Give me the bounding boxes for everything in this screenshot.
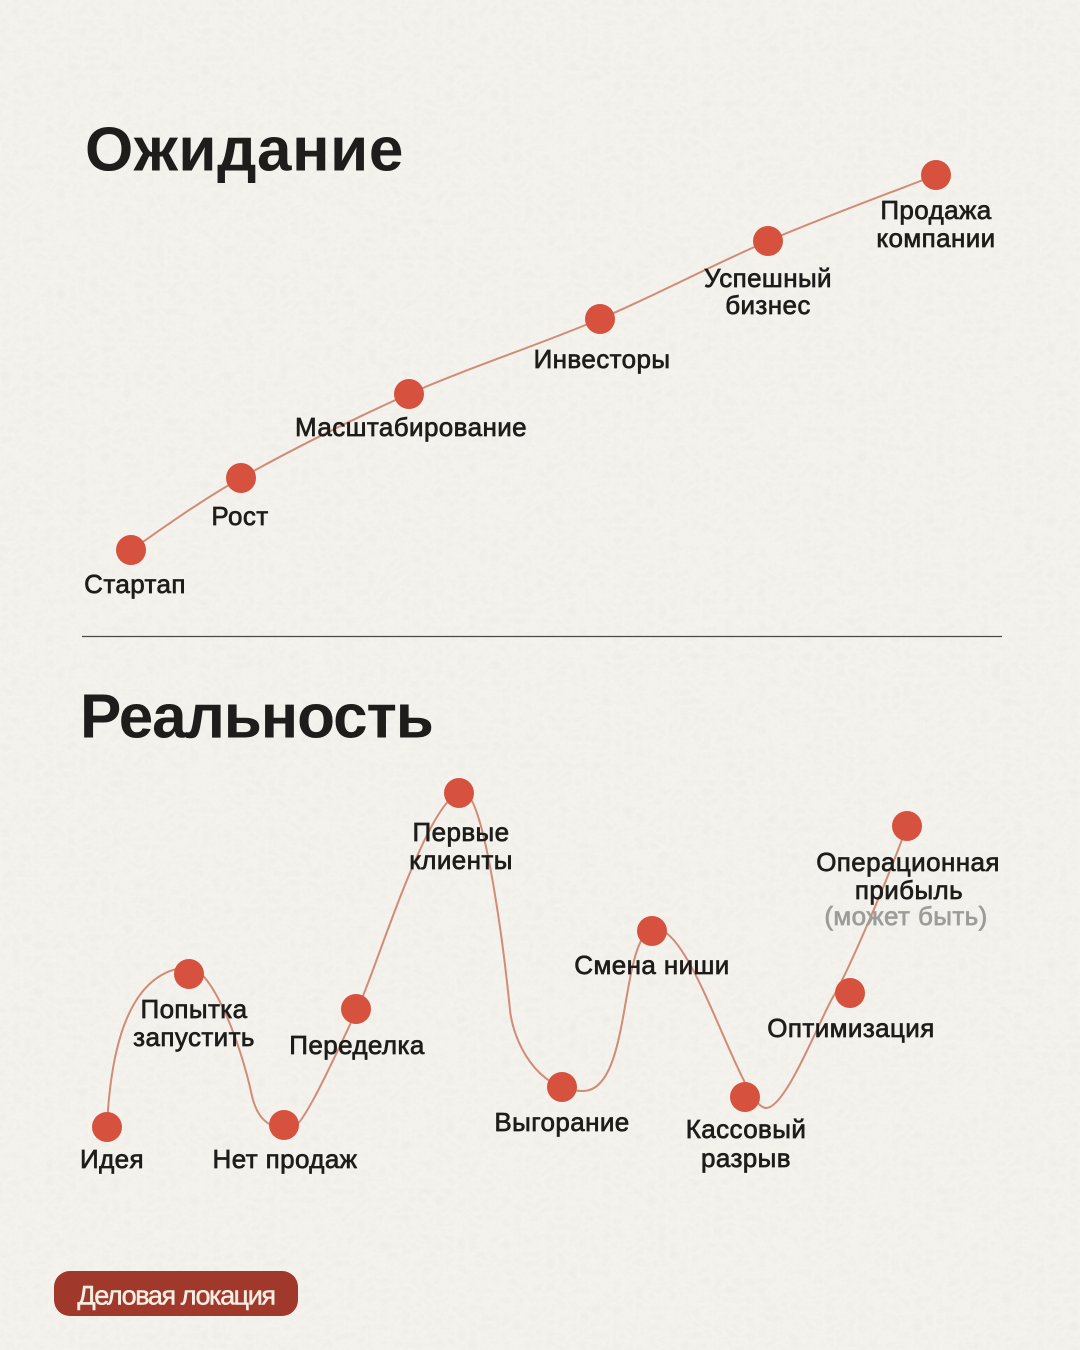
svg-text:Инвесторы: Инвесторы (534, 344, 671, 374)
svg-text:Смена ниши: Смена ниши (574, 950, 729, 980)
svg-text:Стартап: Стартап (84, 569, 186, 599)
svg-text:Успешный: Успешный (704, 263, 832, 293)
svg-text:Идея: Идея (80, 1144, 144, 1174)
svg-text:Рост: Рост (211, 501, 268, 531)
svg-text:Кассовый: Кассовый (686, 1114, 807, 1144)
svg-text:Продажа: Продажа (880, 195, 991, 225)
svg-text:компании: компании (876, 223, 995, 253)
svg-text:бизнес: бизнес (725, 290, 811, 320)
svg-text:Операционная: Операционная (816, 847, 1000, 877)
svg-text:Ожидание: Ожидание (85, 116, 404, 185)
svg-text:Нет продаж: Нет продаж (213, 1144, 358, 1174)
svg-text:Переделка: Переделка (289, 1030, 425, 1060)
svg-text:Первые: Первые (413, 817, 510, 847)
svg-text:запустить: запустить (133, 1022, 255, 1052)
svg-text:Попытка: Попытка (140, 994, 247, 1024)
svg-text:прибыль: прибыль (855, 875, 963, 905)
svg-text:Реальность: Реальность (80, 683, 433, 752)
svg-text:Деловая локация: Деловая локация (77, 1281, 274, 1311)
svg-text:Выгорание: Выгорание (494, 1107, 629, 1137)
svg-text:клиенты: клиенты (409, 845, 513, 875)
svg-text:Масштабирование: Масштабирование (295, 412, 527, 442)
svg-text:(может быть): (может быть) (824, 901, 987, 931)
svg-text:Оптимизация: Оптимизация (767, 1013, 934, 1043)
svg-text:разрыв: разрыв (701, 1143, 791, 1173)
